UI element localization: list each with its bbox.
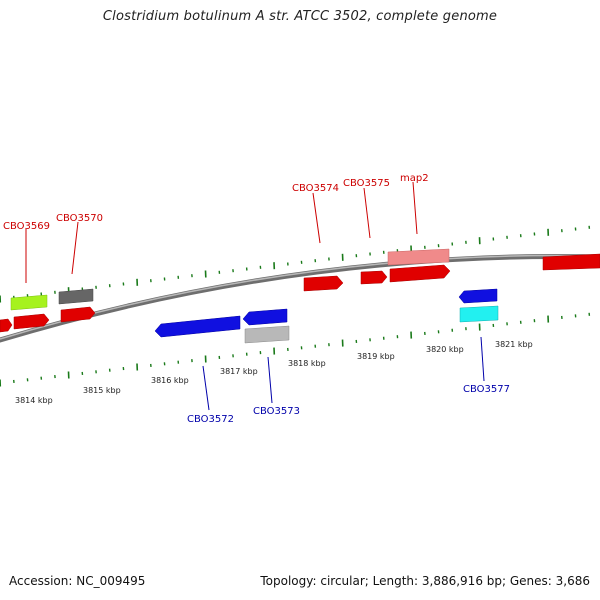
gene-arrow[interactable] — [0, 318, 13, 333]
tick-label-3820: 3820 kbp — [426, 345, 464, 354]
gene-box[interactable] — [387, 248, 450, 266]
gene-arrow[interactable] — [60, 306, 96, 323]
inner-tick-row — [0, 312, 591, 387]
gene-box[interactable] — [58, 288, 94, 305]
gene-arrow[interactable] — [458, 288, 498, 304]
tick-label-3815: 3815 kbp — [83, 386, 121, 395]
gene-arrow[interactable] — [154, 315, 241, 338]
leader-line — [312, 192, 321, 244]
gene-label-CBO3575[interactable]: CBO3575 — [343, 178, 390, 189]
tick-label-3817: 3817 kbp — [220, 367, 258, 376]
gene-arrow[interactable] — [303, 275, 344, 292]
gene-arrow[interactable] — [242, 308, 288, 326]
gene-labels: CBO3569 CBO3570 CBO3574 CBO3575 map2 CBO… — [3, 173, 510, 425]
gene-box[interactable] — [459, 305, 499, 323]
gene-arrow[interactable] — [389, 264, 451, 283]
leader-line — [363, 187, 371, 239]
tick-label-3818: 3818 kbp — [288, 359, 326, 368]
tick-label-3819: 3819 kbp — [357, 352, 395, 361]
gene-arrow[interactable] — [542, 253, 600, 271]
gene-arrow[interactable] — [13, 313, 50, 330]
forward-strand-genes — [0, 248, 600, 333]
leader-line — [267, 356, 273, 404]
gene-label-CBO3573[interactable]: CBO3573 — [253, 406, 300, 417]
tick-label-3816: 3816 kbp — [151, 376, 189, 385]
gene-box[interactable] — [10, 294, 48, 311]
gene-label-CBO3570[interactable]: CBO3570 — [56, 213, 103, 224]
tick-label-3814: 3814 kbp — [15, 396, 53, 405]
gene-arrow[interactable] — [360, 270, 388, 285]
genome-info-text: Topology: circular; Length: 3,886,916 bp… — [260, 574, 590, 588]
leader-line — [412, 181, 418, 235]
gene-label-CBO3577[interactable]: CBO3577 — [463, 384, 510, 395]
gene-label-CBO3574[interactable]: CBO3574 — [292, 183, 339, 194]
outer-tick-row — [0, 225, 591, 303]
leader-line — [71, 221, 79, 275]
gene-label-map2[interactable]: map2 — [400, 173, 429, 184]
gene-label-CBO3569[interactable]: CBO3569 — [3, 221, 50, 232]
label-leaders — [25, 181, 485, 411]
accession-text: Accession: NC_009495 — [9, 574, 146, 588]
reverse-strand-genes — [154, 288, 499, 344]
gene-box[interactable] — [244, 325, 290, 344]
leader-line — [202, 365, 210, 411]
genome-title: Clostridium botulinum A str. ATCC 3502, … — [102, 9, 498, 24]
leader-line — [480, 336, 485, 382]
scale-labels: 3814 kbp 3815 kbp 3816 kbp 3817 kbp 3818… — [15, 340, 533, 405]
tick-label-3821: 3821 kbp — [495, 340, 533, 349]
gene-label-CBO3572[interactable]: CBO3572 — [187, 414, 234, 425]
